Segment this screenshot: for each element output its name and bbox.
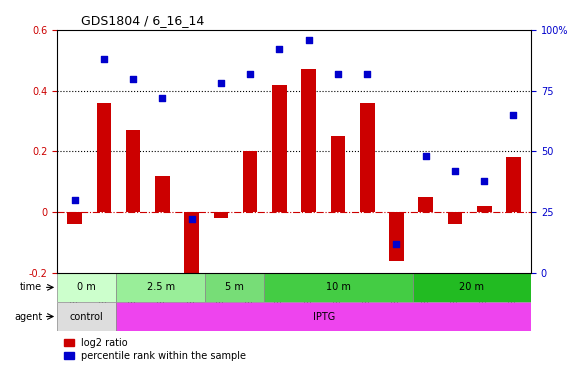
Bar xyxy=(477,206,492,212)
FancyBboxPatch shape xyxy=(264,273,412,302)
Text: 0 m: 0 m xyxy=(77,282,96,292)
Text: time: time xyxy=(20,282,42,292)
Bar xyxy=(331,136,345,212)
Text: 20 m: 20 m xyxy=(459,282,484,292)
Bar xyxy=(184,212,199,279)
Bar xyxy=(96,103,111,212)
Bar xyxy=(67,212,82,224)
Point xyxy=(421,153,431,159)
Bar xyxy=(126,130,140,212)
Bar xyxy=(214,212,228,218)
Bar xyxy=(155,176,170,212)
Bar xyxy=(448,212,463,224)
Bar xyxy=(301,69,316,212)
Point xyxy=(451,168,460,174)
Text: GDS1804 / 6_16_14: GDS1804 / 6_16_14 xyxy=(81,15,204,27)
Point xyxy=(480,177,489,183)
Text: 5 m: 5 m xyxy=(226,282,244,292)
Point xyxy=(363,71,372,77)
Text: 2.5 m: 2.5 m xyxy=(147,282,175,292)
Bar xyxy=(272,85,287,212)
Text: agent: agent xyxy=(14,312,42,321)
Point xyxy=(216,80,226,86)
Point xyxy=(304,37,313,43)
Legend: log2 ratio, percentile rank within the sample: log2 ratio, percentile rank within the s… xyxy=(62,336,248,363)
Point xyxy=(70,197,79,203)
Bar xyxy=(389,212,404,261)
Point xyxy=(128,75,138,81)
FancyBboxPatch shape xyxy=(116,273,205,302)
Text: control: control xyxy=(70,312,103,321)
Point xyxy=(275,46,284,53)
FancyBboxPatch shape xyxy=(116,302,531,331)
Point xyxy=(158,95,167,101)
Point xyxy=(333,71,343,77)
Point xyxy=(187,216,196,222)
FancyBboxPatch shape xyxy=(57,273,116,302)
Point xyxy=(99,56,108,62)
Text: 10 m: 10 m xyxy=(326,282,351,292)
Bar xyxy=(243,152,258,212)
FancyBboxPatch shape xyxy=(57,302,116,331)
Bar xyxy=(419,197,433,212)
Bar xyxy=(360,103,375,212)
Bar xyxy=(506,158,521,212)
Point xyxy=(246,71,255,77)
Point xyxy=(392,241,401,247)
Point xyxy=(509,112,518,118)
Text: IPTG: IPTG xyxy=(312,312,335,321)
FancyBboxPatch shape xyxy=(412,273,531,302)
FancyBboxPatch shape xyxy=(205,273,264,302)
